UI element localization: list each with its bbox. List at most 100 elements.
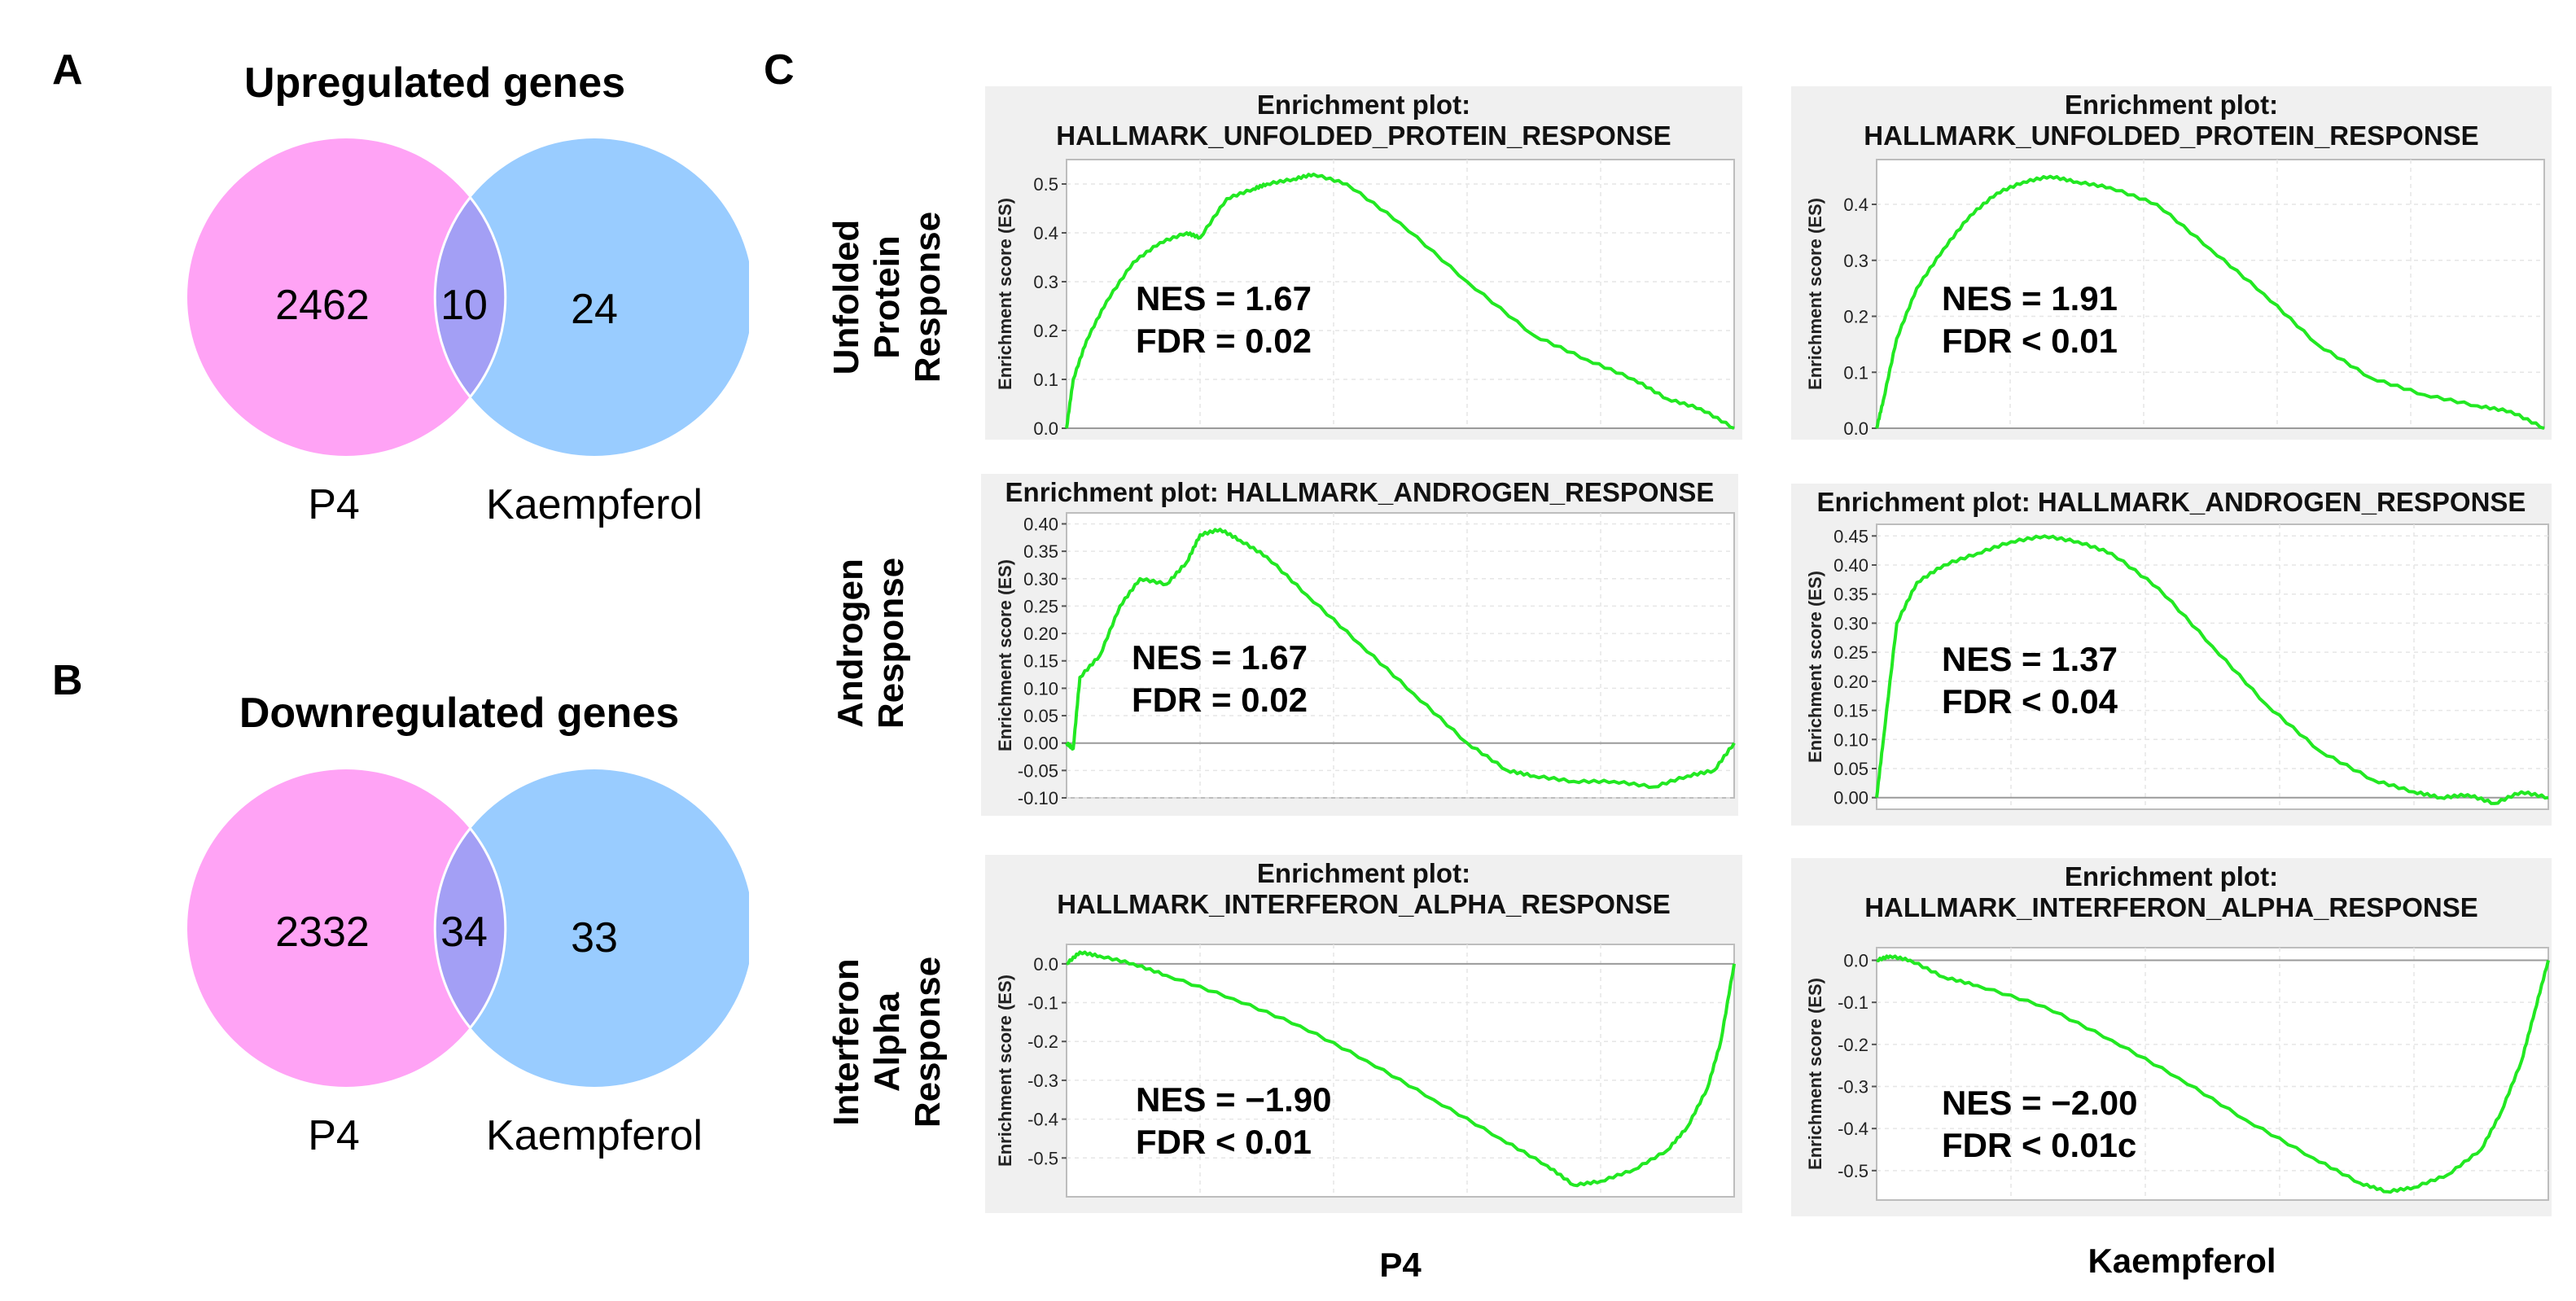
venn-b-title: Downregulated genes — [239, 690, 680, 737]
venn-b-kaempferol-circle — [436, 769, 749, 1087]
y-tick-label: 0.3 — [1843, 251, 1868, 271]
enrichment-score-curve — [1065, 173, 1735, 430]
y-tick-label: -0.4 — [1838, 1119, 1868, 1139]
y-tick-label: 0.30 — [1833, 613, 1868, 633]
plot-area — [1066, 944, 1735, 1198]
enrichment-plot-svg: -0.10 -0.05 0.00 0.05 0.10 0.15 0.20 0.25 0.30 0.… — [1018, 512, 1736, 808]
y-tick-label: 0.15 — [1023, 651, 1058, 672]
venn-b-left-count: 2332 — [275, 909, 370, 956]
enrichment-plot-svg: 0.00 0.05 0.10 0.15 0.20 0.25 0.30 0.35 0.40 0.45… — [1833, 523, 2549, 810]
panel-letter-c: C — [764, 46, 795, 94]
y-tick-label: 0.0 — [1033, 954, 1058, 975]
enrichment-plot-svg: 0.0 0.1 0.2 0.3 0.4 0.5 NES = 1.67 FDR = 0.02 — [1033, 159, 1735, 439]
y-tick-label: -0.5 — [1027, 1148, 1058, 1168]
y-tick-label: 0.40 — [1023, 514, 1058, 534]
enrichment-plot-title: Enrichment plot: HALLMARK_INTERFERON_ALP… — [1864, 861, 2478, 922]
y-tick-label: 0.10 — [1833, 729, 1868, 750]
enrichment-plot-title: Enrichment plot: HALLMARK_INTERFERON_ALP… — [1057, 858, 1671, 919]
y-tick-label: 0.00 — [1833, 788, 1868, 808]
enrichment-plot-svg: -0.5 -0.4 -0.3 -0.2 -0.1 0.0 NES = −1.90 FDR < … — [1027, 944, 1736, 1198]
y-tick-label: -0.1 — [1027, 993, 1058, 1014]
y-tick-label: -0.3 — [1838, 1077, 1868, 1097]
y-tick-label: 0.40 — [1833, 555, 1868, 576]
nes-annotation: NES = −1.90 — [1136, 1080, 1332, 1119]
venn-b-right-count: 33 — [571, 914, 618, 962]
enrichment-score-curve — [1065, 528, 1736, 790]
enrichment-plot-2: Enrichment plot: HALLMARK_UNFOLDED_PROTE… — [1791, 86, 2552, 440]
y-tick-label: -0.3 — [1027, 1071, 1058, 1091]
nes-annotation: NES = 1.91 — [1942, 279, 2118, 318]
col-label-kaempferol: Kaempferol — [2088, 1242, 2276, 1280]
enrichment-plot-5: Enrichment plot: HALLMARK_INTERFERON_ALP… — [985, 855, 1742, 1213]
venn-a-kaempferol-circle — [436, 138, 749, 456]
y-tick-label: 0.2 — [1033, 321, 1058, 341]
venn-a-left-label: P4 — [308, 481, 360, 528]
enrichment-score-curve — [1875, 174, 2545, 430]
y-tick-label: 0.0 — [1843, 418, 1868, 439]
nes-annotation: NES = 1.67 — [1136, 279, 1312, 318]
fdr-annotation: FDR < 0.01 — [1942, 322, 2118, 360]
panel-letter-b: B — [52, 657, 83, 704]
y-tick-label: 0.35 — [1023, 541, 1058, 562]
plot-area — [1066, 159, 1735, 429]
y-tick-label: 0.25 — [1833, 642, 1868, 663]
y-tick-label: -0.2 — [1838, 1035, 1868, 1055]
row-label-interferon-alpha: Interferon Alpha Response — [826, 956, 948, 1128]
col-label-p4: P4 — [1379, 1246, 1422, 1284]
enrichment-plot-4: Enrichment plot: HALLMARK_ANDROGEN_RESPO… — [1791, 484, 2552, 826]
y-tick-label: 0.4 — [1843, 195, 1868, 215]
enrichment-plot-title: Enrichment plot: HALLMARK_ANDROGEN_RESPO… — [1816, 487, 2526, 517]
venn-a-right-count: 24 — [571, 286, 618, 333]
y-tick-label: 0.20 — [1023, 624, 1058, 644]
enrichment-plot-3: Enrichment plot: HALLMARK_ANDROGEN_RESPO… — [981, 474, 1738, 816]
y-tick-label: 0.05 — [1833, 759, 1868, 779]
enrichment-plot-1: Enrichment plot: HALLMARK_UNFOLDED_PROTE… — [985, 86, 1742, 440]
y-tick-label: -0.2 — [1027, 1032, 1058, 1052]
enrichment-score-curve — [1066, 950, 1736, 1188]
enrichment-score-curve — [1876, 954, 2550, 1194]
enrichment-plot-svg: 0.0 0.1 0.2 0.3 0.4 NES = 1.91 FDR < 0.01 — [1843, 159, 2545, 439]
venn-b-overlap — [433, 826, 507, 1030]
enrichment-plot-title: Enrichment plot: HALLMARK_ANDROGEN_RESPO… — [1005, 477, 1715, 507]
plot-area — [1876, 523, 2549, 810]
plot-area — [1066, 512, 1735, 799]
y-tick-label: 0.45 — [1833, 526, 1868, 546]
enrichment-score-curve — [1875, 534, 2549, 805]
y-tick-label: -0.5 — [1838, 1161, 1868, 1181]
nes-annotation: NES = 1.67 — [1132, 638, 1308, 677]
venn-a-left-count: 2462 — [275, 282, 370, 329]
row-label-androgen: Androgen Response — [830, 557, 911, 729]
enrichment-plot-title: Enrichment plot: HALLMARK_UNFOLDED_PROTE… — [1864, 90, 2479, 151]
y-tick-label: 0.5 — [1033, 174, 1058, 195]
fdr-annotation: FDR < 0.04 — [1942, 682, 2118, 721]
enrichment-plot-6: Enrichment plot: HALLMARK_INTERFERON_ALP… — [1791, 858, 2552, 1216]
venn-b-right-label: Kaempferol — [486, 1112, 703, 1159]
y-tick-label: 0.1 — [1843, 362, 1868, 383]
y-tick-label: 0.20 — [1833, 672, 1868, 692]
venn-a-overlap — [433, 195, 507, 399]
enrichment-plot-svg: -0.5 -0.4 -0.3 -0.2 -0.1 0.0 NES = −2.00 FDR < … — [1838, 947, 2550, 1201]
venn-a — [187, 138, 749, 456]
fdr-annotation: FDR = 0.02 — [1132, 681, 1308, 719]
y-tick-label: -0.10 — [1018, 788, 1058, 808]
y-tick-label: -0.1 — [1838, 992, 1868, 1013]
y-tick-label: -0.4 — [1027, 1110, 1058, 1130]
venn-b-overlap-count: 34 — [440, 909, 488, 956]
venn-a-overlap-count: 10 — [440, 282, 488, 329]
y-tick-label: 0.10 — [1023, 678, 1058, 699]
fdr-annotation: FDR < 0.01c — [1942, 1126, 2136, 1164]
fdr-annotation: FDR < 0.01 — [1136, 1123, 1312, 1161]
enrichment-plot-title: Enrichment plot: HALLMARK_UNFOLDED_PROTE… — [1056, 90, 1671, 151]
y-tick-label: 0.05 — [1023, 706, 1058, 726]
venn-b — [187, 769, 749, 1087]
row-label-unfolded-protein: Unfolded Protein Response — [826, 211, 948, 383]
y-tick-label: 0.4 — [1033, 223, 1058, 243]
y-tick-label: 0.30 — [1023, 569, 1058, 589]
venn-a-title: Upregulated genes — [243, 59, 626, 107]
y-tick-label: 0.25 — [1023, 596, 1058, 616]
venn-a-p4-circle — [187, 138, 505, 456]
venn-b-left-label: P4 — [308, 1112, 360, 1159]
y-tick-label: 0.1 — [1033, 370, 1058, 390]
y-tick-label: 0.35 — [1833, 585, 1868, 605]
venn-b-p4-circle — [187, 769, 505, 1087]
